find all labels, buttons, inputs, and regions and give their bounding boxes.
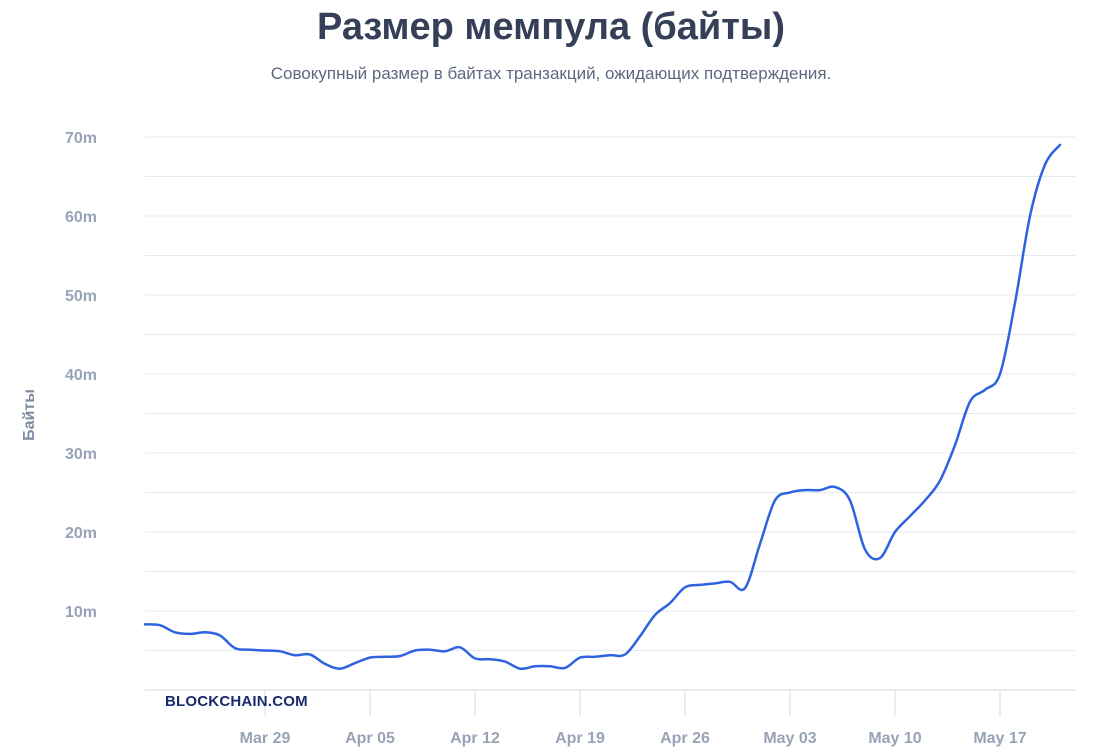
x-tick-label: Apr 12	[450, 730, 500, 747]
x-axis-ticks: Mar 29 Apr 05 Apr 12 Apr 19 Apr 26 May 03 May …	[240, 690, 1027, 747]
y-tick-label: 70m	[65, 130, 97, 147]
x-tick-label: May 03	[763, 730, 816, 747]
chart-title: Размер мемпула (байты)	[316, 6, 785, 48]
x-tick-label: May 10	[868, 730, 921, 747]
y-tick-label: 40m	[65, 367, 97, 384]
y-tick-label: 20m	[65, 525, 97, 542]
series-line	[143, 143, 1062, 671]
y-tick-label: 50m	[65, 288, 97, 305]
x-tick-label: May 17	[973, 730, 1026, 747]
grid-lines	[145, 136, 1075, 691]
y-tick-label: 10m	[65, 604, 97, 621]
blockchain-watermark: BLOCKCHAIN.COM	[165, 693, 308, 710]
x-tick-label: Apr 19	[555, 730, 605, 747]
y-tick-label: 30m	[65, 446, 97, 463]
chart-subtitle: Совокупный размер в байтах транзакций, о…	[270, 64, 832, 83]
y-axis-label: Байты	[21, 389, 38, 441]
x-tick-label: Mar 29	[240, 730, 291, 747]
x-tick-label: Apr 26	[660, 730, 710, 747]
x-tick-label: Apr 05	[345, 730, 395, 747]
y-axis-ticks: 10m 20m 30m 40m 50m 60m 70m	[65, 130, 97, 621]
y-tick-label: 60m	[65, 209, 97, 226]
